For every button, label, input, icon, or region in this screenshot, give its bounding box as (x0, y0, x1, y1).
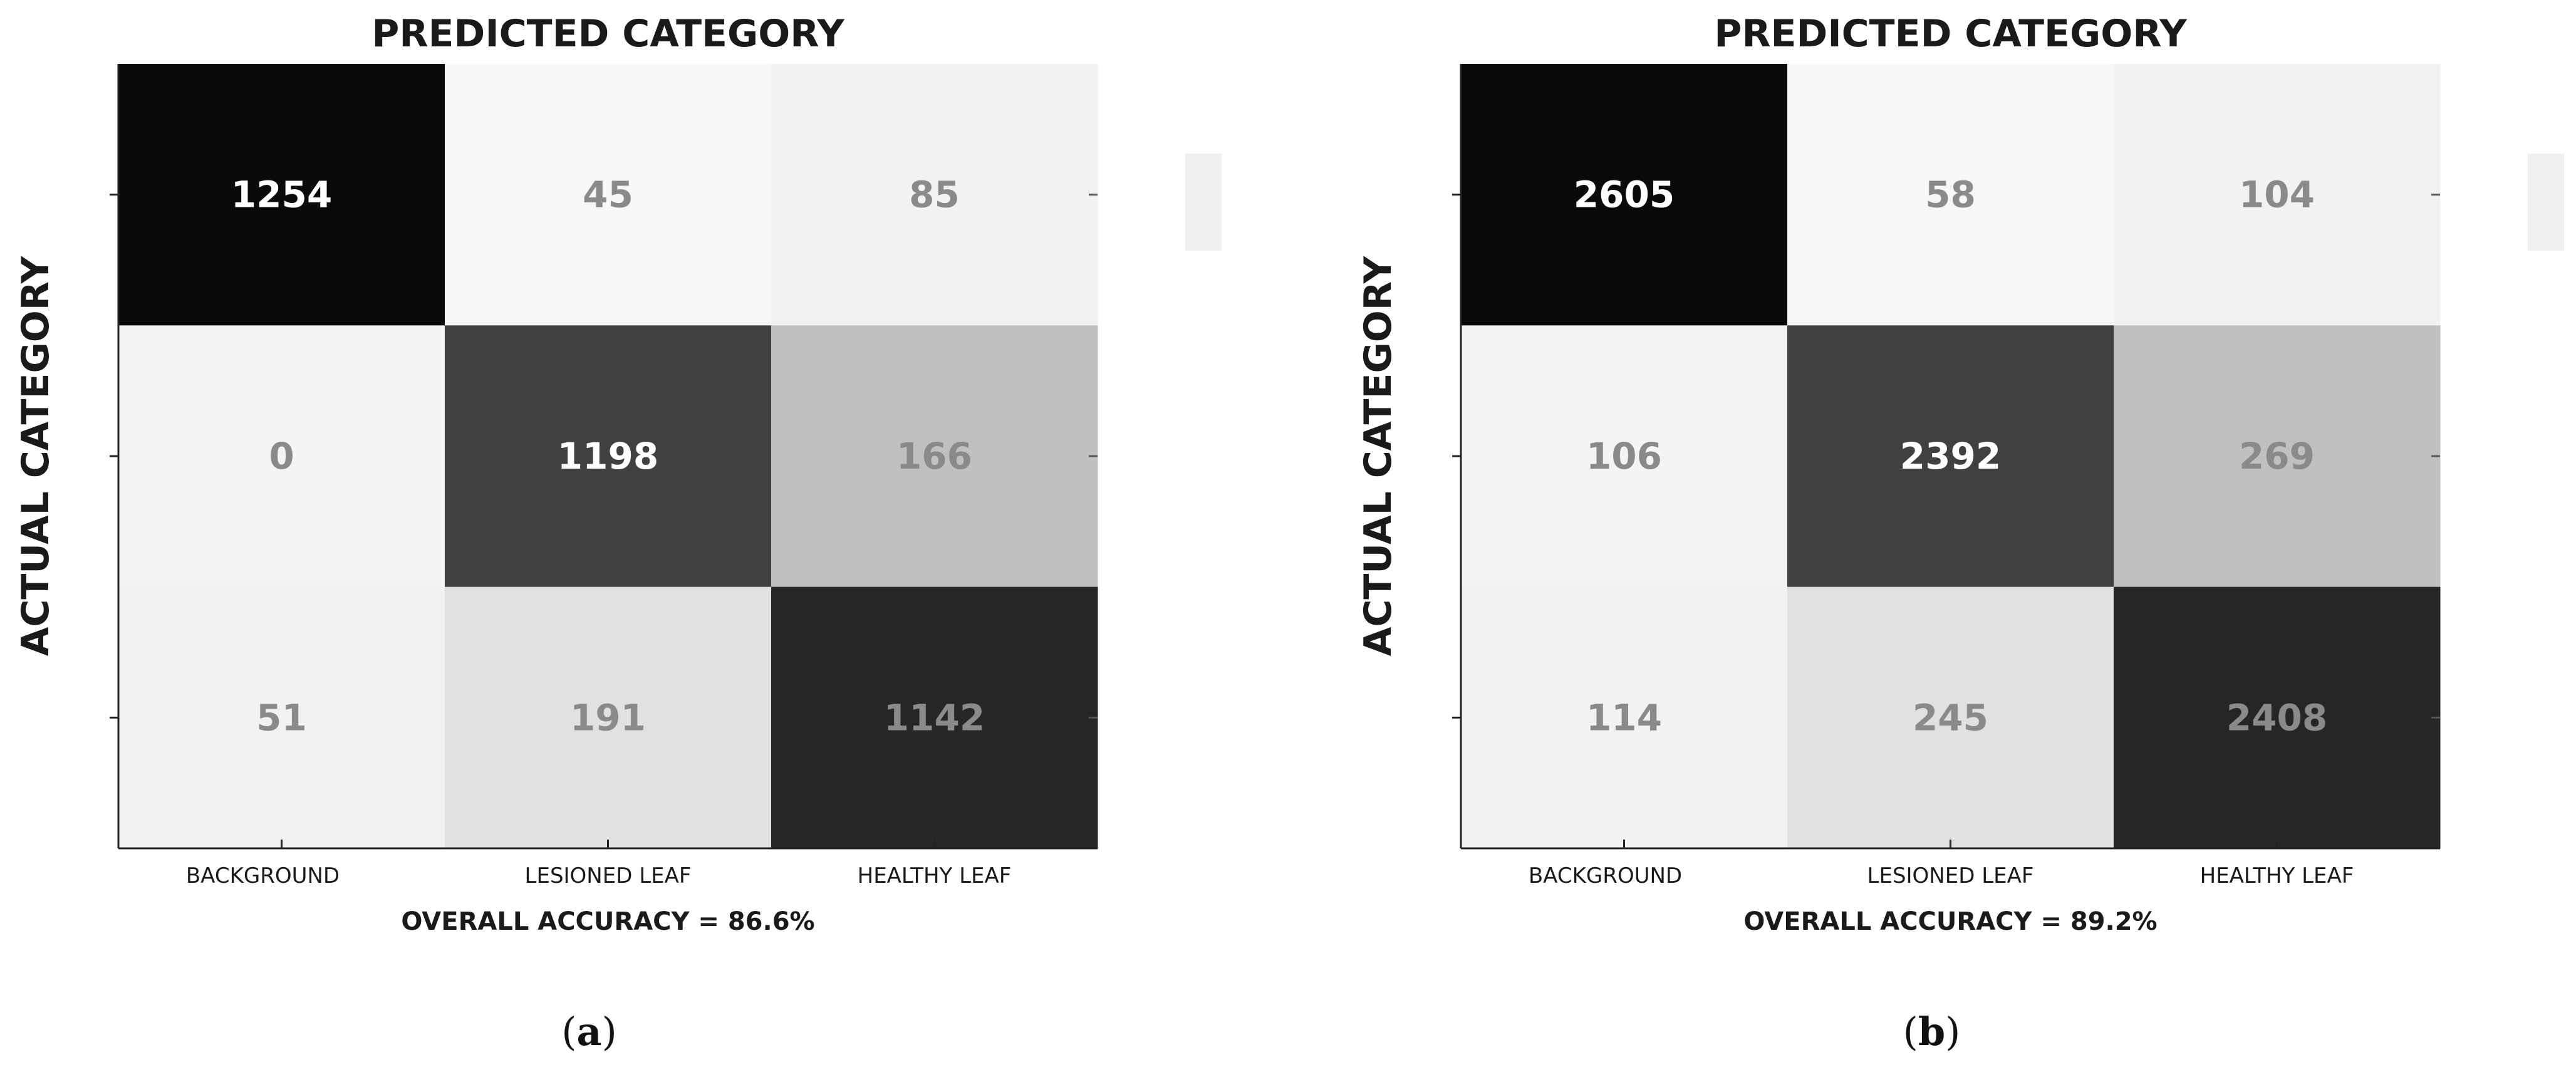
cell-value-label: 1142 (884, 696, 985, 739)
x-tick-label: HEALTHY LEAF (2200, 863, 2354, 888)
cell-value-label: 45 (583, 174, 633, 216)
cell-value-label: 245 (1913, 696, 1988, 739)
matrix-cell (1461, 586, 1788, 849)
colorbar (2528, 154, 2564, 251)
cell-value-label: 106 (1586, 435, 1662, 477)
cell-value-label: 2392 (1900, 435, 2001, 477)
matrix-cell (445, 325, 772, 588)
matrix-cell (771, 64, 1098, 326)
confusion-matrix-a: PREDICTED CATEGORY ACTUAL CATEGORY 1254 45 8… (14, 12, 1222, 1054)
x-tick-label: BACKGROUND (1529, 863, 1682, 888)
matrix-cell (771, 586, 1098, 849)
cell-value-label: 51 (256, 696, 307, 739)
matrix-cell (1787, 586, 2114, 849)
cell-value-label: 104 (2239, 174, 2315, 216)
cell-value-label: 114 (1586, 696, 1662, 739)
cell-value-label: 1198 (558, 435, 658, 477)
matrix-cell (2114, 64, 2441, 326)
subfigure-letter: a (576, 1009, 601, 1054)
cell-value-label: 58 (1925, 174, 1976, 216)
matrix-cell (2114, 586, 2441, 849)
chart-title: PREDICTED CATEGORY (371, 12, 845, 56)
cell-value-label: 166 (896, 435, 972, 477)
matrix-cell (118, 325, 445, 588)
matrix-cell (445, 64, 772, 326)
overall-accuracy-label: OVERALL ACCURACY = 86.6% (401, 907, 814, 936)
cell-value-label: 2408 (2226, 696, 2327, 739)
cell-value-label: 1254 (231, 174, 332, 216)
cell-value-label: 191 (570, 696, 646, 739)
matrix-cell (2114, 325, 2441, 588)
matrix-cell (1787, 325, 2114, 588)
y-axis-label: ACTUAL CATEGORY (14, 255, 58, 656)
subfigure-label: (a) (561, 1009, 617, 1054)
matrix-cell (1461, 325, 1788, 588)
matrix-cell (445, 586, 772, 849)
matrix-cell (771, 325, 1098, 588)
cell-value-label: 269 (2239, 435, 2315, 477)
subfigure-letter: b (1918, 1009, 1945, 1054)
cell-value-label: 2605 (1574, 174, 1675, 216)
x-tick-label: HEALTHY LEAF (858, 863, 1012, 888)
x-tick-label: LESIONED LEAF (1867, 863, 2034, 888)
matrix-cell (118, 64, 445, 326)
x-tick-label: BACKGROUND (186, 863, 340, 888)
cell-value-label: 0 (269, 435, 294, 477)
y-axis-label: ACTUAL CATEGORY (1356, 255, 1400, 656)
matrix-cell (1461, 64, 1788, 326)
matrix-cell (118, 586, 445, 849)
subfigure-label: (b) (1903, 1009, 1961, 1054)
colorbar (1185, 154, 1222, 251)
confusion-matrix-b: PREDICTED CATEGORY ACTUAL CATEGORY 2605 58 1… (1356, 12, 2564, 1054)
x-tick-label: LESIONED LEAF (525, 863, 692, 888)
chart-title: PREDICTED CATEGORY (1714, 12, 2188, 56)
matrix-cell (1787, 64, 2114, 326)
cell-value-label: 85 (909, 174, 960, 216)
overall-accuracy-label: OVERALL ACCURACY = 89.2% (1743, 907, 2157, 936)
